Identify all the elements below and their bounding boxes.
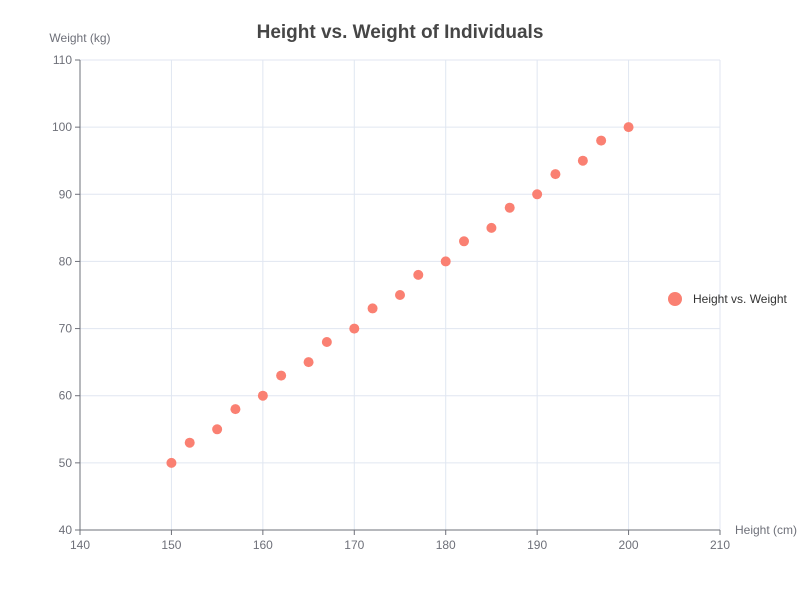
- data-point: [413, 269, 424, 280]
- y-tick-label: 50: [59, 456, 73, 470]
- data-point: [276, 370, 287, 381]
- data-point: [459, 236, 469, 247]
- data-point: [349, 323, 360, 334]
- tick-labels: 140 150 160 170 180 190 200 210 40 50 60 70 80 90 100 1…: [52, 53, 730, 552]
- data-point: [166, 457, 177, 468]
- data-point: [532, 189, 543, 200]
- y-tick-label: 90: [59, 187, 73, 201]
- y-tick-label: 70: [59, 322, 73, 336]
- y-tick-label: 100: [52, 120, 72, 134]
- data-points: [166, 122, 634, 468]
- data-point: [184, 437, 195, 448]
- data-point: [212, 424, 223, 435]
- x-tick-label: 180: [436, 538, 456, 552]
- x-tick-label: 160: [253, 538, 273, 552]
- axes: [79, 60, 720, 531]
- y-tick-label: 80: [59, 254, 73, 268]
- data-point: [504, 202, 515, 213]
- data-point: [623, 122, 634, 133]
- data-point: [257, 390, 268, 401]
- data-point: [596, 135, 607, 146]
- x-tick-label: 140: [70, 538, 90, 552]
- x-tick-label: 150: [161, 538, 181, 552]
- data-point: [367, 303, 378, 314]
- data-point: [550, 169, 561, 180]
- chart-title: Height vs. Weight of Individuals: [257, 22, 544, 43]
- data-point: [321, 337, 332, 347]
- y-tick-label: 110: [53, 53, 72, 67]
- legend-marker: [668, 292, 682, 306]
- grid-lines: [80, 59, 721, 530]
- x-tick-label: 190: [527, 538, 547, 552]
- x-tick-label: 170: [344, 538, 364, 552]
- data-point: [486, 222, 497, 233]
- data-point: [440, 256, 451, 267]
- y-tick-label: 60: [59, 389, 73, 403]
- data-point: [303, 357, 314, 368]
- data-point: [395, 290, 405, 300]
- legend[interactable]: Height vs. Weight: [668, 292, 787, 306]
- x-axis-label: Height (cm): [735, 523, 797, 537]
- y-axis-label: Weight (kg): [49, 31, 110, 45]
- data-point: [577, 155, 588, 166]
- x-tick-label: 210: [710, 538, 730, 552]
- legend-label: Height vs. Weight: [693, 292, 787, 306]
- y-tick-label: 40: [59, 523, 73, 537]
- x-tick-label: 200: [619, 538, 639, 552]
- data-point: [230, 404, 241, 415]
